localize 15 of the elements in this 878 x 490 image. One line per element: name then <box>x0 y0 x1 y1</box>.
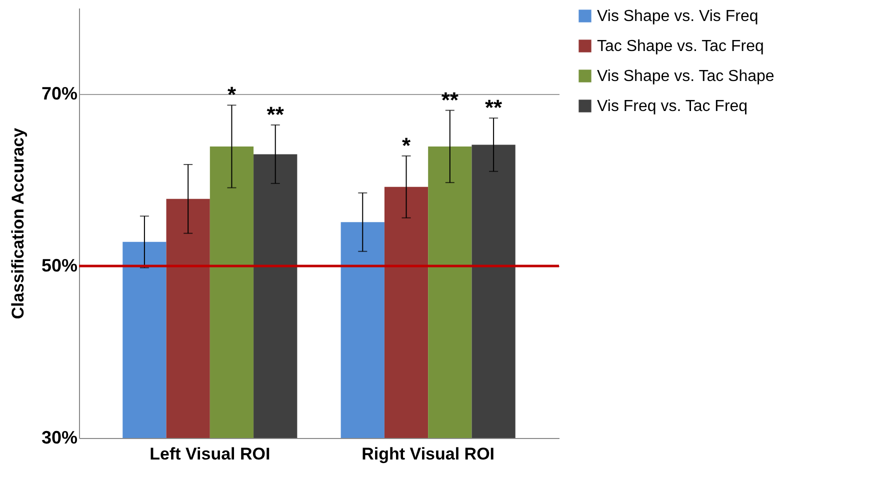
data-label: ** <box>441 87 459 112</box>
x-tick-label: Left Visual ROI <box>150 444 270 464</box>
data-label: ** <box>484 95 503 120</box>
data-label: * <box>402 132 411 158</box>
y-axis-title: Classification Accuracy <box>8 127 28 320</box>
data-label: ** <box>266 102 284 127</box>
legend-label: Vis Shape vs. Tac Shape <box>597 68 774 85</box>
data-label: * <box>227 82 236 108</box>
legend-label: Vis Shape vs. Vis Freq <box>597 8 758 25</box>
y-tick-label: 70% <box>41 84 78 104</box>
y-tick-label: 30% <box>41 428 78 448</box>
legend-label: Tac Shape vs. Tac Freq <box>597 38 764 55</box>
y-tick-label: 50% <box>41 256 78 276</box>
x-tick-label: Right Visual ROI <box>362 444 495 464</box>
legend-label: Vis Freq vs. Tac Freq <box>597 98 748 115</box>
